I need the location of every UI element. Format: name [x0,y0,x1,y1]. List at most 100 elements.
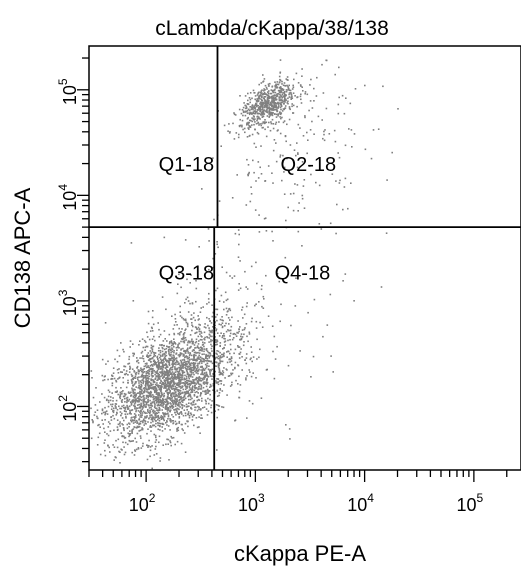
event-dot [170,382,172,384]
event-dot [179,406,181,408]
event-dot [140,381,142,384]
event-dot [99,426,101,428]
event-dot [115,379,117,382]
event-dot [140,410,142,413]
event-dot [162,365,164,367]
event-dot [149,368,152,370]
event-dot [123,397,126,400]
event-dot [209,398,211,401]
event-dot [171,407,174,409]
event-dot [143,397,145,399]
event-dot [176,382,179,384]
event-dot [186,392,188,395]
event-dot [118,355,121,357]
event-dot [123,350,125,353]
event-dot [270,109,273,111]
event-dot [186,390,188,393]
event-dot [195,406,197,409]
event-dot [145,366,148,369]
event-dot [169,378,171,380]
event-dot [284,105,287,107]
event-dot [160,380,162,383]
event-dot [221,319,223,321]
event-dot [209,360,212,363]
event-dot [246,124,248,126]
event-dot [130,403,133,405]
event-dot [133,394,136,396]
event-dot [230,373,233,376]
event-dot [264,101,267,104]
event-dot [273,103,275,106]
event-dot [192,380,195,383]
event-dot [183,332,186,334]
event-dot [224,344,226,346]
event-dot [258,112,260,115]
event-dot [195,368,198,370]
event-dot [142,381,145,383]
event-dot [276,272,279,275]
event-dot [207,390,210,392]
event-dot [313,133,315,135]
event-dot [210,411,213,414]
event-dot [189,352,192,355]
event-dot [139,385,142,388]
event-dot [157,374,160,377]
event-dot [130,401,132,404]
event-dot [168,361,171,364]
event-dot [136,400,139,402]
event-dot [206,355,208,358]
event-dot [194,384,196,387]
event-dot [138,403,140,406]
event-dot [174,411,176,414]
event-dot [234,419,237,421]
event-dot [201,372,203,375]
event-dot [158,366,160,368]
event-dot [232,369,234,371]
event-dot [268,110,270,113]
event-dot [299,350,301,352]
event-dot [255,112,257,114]
event-dot [226,361,229,364]
event-dot [318,223,321,225]
event-dot [138,430,140,432]
event-dot [182,367,185,369]
event-dot [165,308,167,311]
event-dot [210,385,212,387]
event-dot [262,121,264,123]
event-dot [125,417,127,419]
event-dot [147,381,150,384]
event-dot [333,129,336,132]
event-dot [184,391,186,393]
quadrant-label: Q1-18 [159,154,215,176]
event-dot [182,355,185,357]
x-axis-label: cKappa PE-A [234,541,366,566]
event-dot [161,359,164,362]
event-dot [266,96,269,99]
event-dot [180,362,183,364]
event-dot [208,369,211,371]
event-dot [278,280,281,283]
event-dot [189,393,191,396]
event-dot [265,135,268,138]
event-dot [247,121,249,124]
event-dot [218,392,221,394]
event-dot [257,109,259,111]
event-dot [281,99,284,101]
event-dot [292,92,295,94]
event-dot [183,377,186,379]
event-dot [164,407,167,410]
event-dot [230,356,233,358]
event-dot [154,355,156,357]
event-dot [188,416,191,419]
event-dot [165,422,167,424]
event-dot [176,422,178,425]
event-dot [179,369,181,371]
event-dot [167,346,170,348]
event-dot [304,115,306,117]
event-dot [171,397,173,399]
event-dot [212,311,214,314]
event-dot [245,305,248,308]
event-dot [103,379,106,381]
event-dot [261,113,264,116]
event-dot [284,97,286,99]
